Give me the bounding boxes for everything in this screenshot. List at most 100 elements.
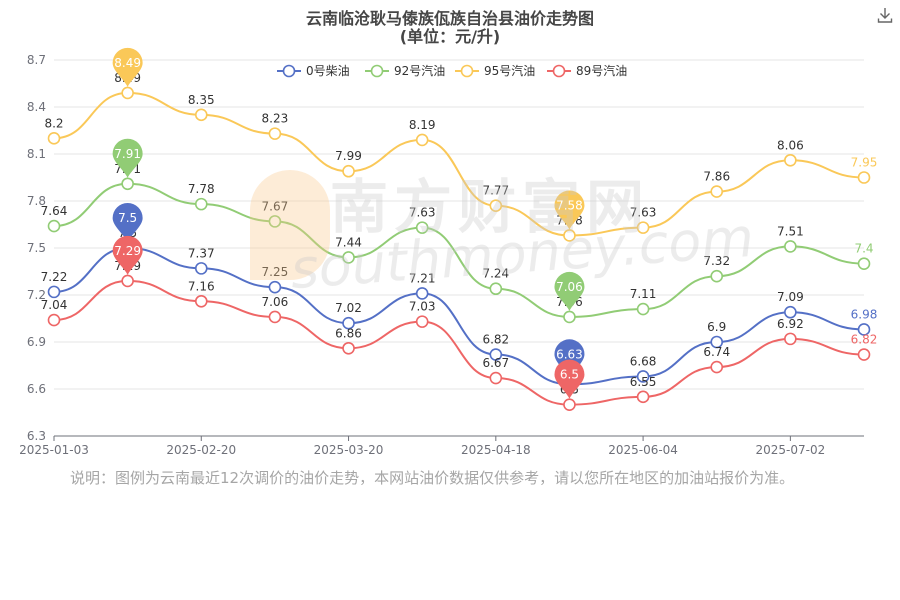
y-tick-label: 6.3 [27,429,46,443]
pin-shape [554,190,585,230]
data-label: 7.09 [777,290,804,304]
legend-item-3[interactable]: 89号汽油 [547,63,627,78]
y-tick-label: 8.1 [27,147,46,161]
pin-label: 7.06 [556,280,583,294]
data-point [415,287,429,300]
y-tick-label: 7.8 [27,194,46,208]
y-tick-label: 7.5 [27,241,46,255]
data-point [268,280,282,294]
pin-shape [554,359,585,399]
x-tick-label: 2025-06-04 [608,443,678,457]
pin-label: 6.5 [560,368,579,382]
data-label: 7.4 [854,242,873,256]
x-tick-label: 2025-03-20 [314,443,384,457]
pin-label: 8.49 [114,56,141,70]
series-line [53,279,865,406]
legend-label: 0号柴油 [306,64,350,78]
data-label: 8.19 [409,118,436,132]
data-label: 6.9 [707,320,726,334]
data-label: 7.99 [335,149,362,163]
data-point [268,215,282,228]
data-label: 7.67 [262,199,289,213]
pin-label: 7.29 [114,244,141,258]
min-pin: 6.5 [554,359,585,399]
chart-title: 云南临沧耿马傣族佤族自治县油价走势图 [305,9,594,28]
legend-item-2[interactable]: 95号汽油 [455,63,535,78]
legend-item-0[interactable]: 0号柴油 [277,64,350,78]
data-label: 6.68 [630,354,657,368]
data-point [415,133,429,147]
data-label: 6.92 [777,317,804,331]
data-label: 6.98 [851,307,878,321]
series-2: 8.28.498.358.237.998.197.777.587.637.868… [44,71,877,242]
data-point [489,348,503,361]
data-point [784,240,797,253]
data-point [710,269,724,283]
y-tick-label: 8.4 [27,100,46,114]
legend-marker [460,64,474,78]
legend-label: 92号汽油 [394,63,445,78]
x-tick-label: 2025-07-02 [755,443,825,457]
data-label: 7.22 [41,270,68,284]
data-label: 8.2 [44,116,63,130]
data-label: 6.55 [630,375,657,389]
data-point [415,221,429,234]
data-label: 6.86 [335,326,362,340]
y-tick-label: 8.7 [27,53,46,67]
data-point [710,335,724,349]
data-point [489,371,503,385]
min-pin: 7.58 [554,190,585,230]
data-point [194,197,208,211]
pin-shape [112,47,143,87]
legend-label: 89号汽油 [576,63,627,78]
data-label: 7.51 [777,224,804,238]
data-point [563,310,576,324]
y-tick-label: 6.9 [27,335,46,349]
y-tick-label: 7.2 [27,288,46,302]
data-label: 6.82 [851,333,878,347]
data-point [563,398,576,411]
legend: 0号柴油 92号汽油 95号汽油 89号汽油 [277,63,627,78]
data-label: 7.86 [703,170,730,184]
data-label: 7.04 [41,298,68,312]
data-point [47,313,61,327]
series-line [53,91,865,237]
data-point [857,257,871,270]
data-point [121,177,134,191]
data-label: 6.67 [482,356,509,370]
legend-marker [282,64,296,78]
pin-label: 6.63 [556,347,583,361]
data-label: 8.06 [777,138,804,152]
data-label: 7.78 [188,182,215,196]
pin-shape [112,202,143,242]
pin-label: 7.5 [118,211,137,225]
pin-shape [112,235,143,275]
data-point [563,229,576,242]
data-label: 7.24 [482,267,509,281]
pin-shape [112,138,143,178]
pin-label: 7.58 [556,198,583,212]
data-point [710,185,724,198]
x-tick-label: 2025-01-03 [19,443,89,457]
pin-shape [554,339,585,379]
data-label: 7.64 [41,204,68,218]
data-point [121,274,134,288]
data-label: 7.03 [409,300,436,314]
data-point [784,332,797,346]
legend-item-1[interactable]: 92号汽油 [365,63,445,78]
data-label: 7.37 [188,246,215,260]
legend-marker [552,64,566,78]
pin-label: 7.91 [114,147,141,161]
data-point [636,302,650,316]
pin-shape [554,271,585,311]
data-label: 7.32 [703,254,730,268]
download-icon[interactable] [876,6,894,24]
max-pin: 7.29 [112,235,143,275]
data-point [636,370,650,383]
max-pin: 7.91 [112,138,143,178]
series-1: 7.647.917.787.677.447.637.247.067.117.32… [41,162,874,324]
data-point [121,86,134,100]
data-label: 7.63 [409,206,436,220]
min-pin: 6.63 [554,339,585,379]
